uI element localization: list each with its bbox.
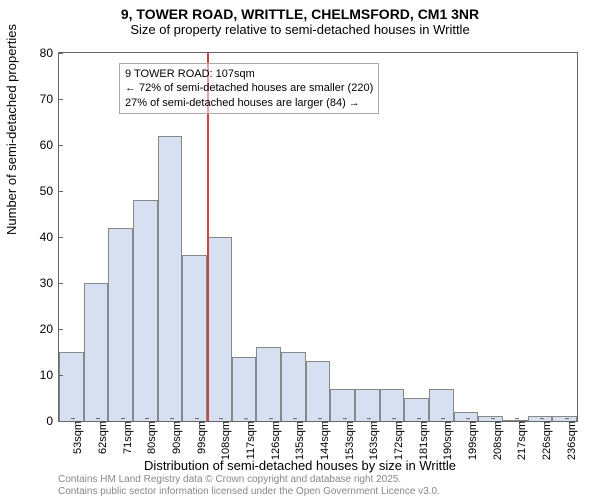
annotation-line1: 9 TOWER ROAD: 107sqm — [125, 67, 373, 81]
annotation-line2: ← 72% of semi-detached houses are smalle… — [125, 81, 373, 95]
x-tick: 153sqm — [341, 421, 356, 460]
histogram-bar — [158, 136, 183, 421]
histogram-bar — [232, 357, 257, 421]
y-tick: 40 — [29, 230, 59, 244]
histogram-bar — [330, 389, 355, 421]
x-tick: 71sqm — [119, 421, 134, 454]
x-axis-label: Distribution of semi-detached houses by … — [0, 458, 600, 473]
x-tick: 181sqm — [415, 421, 430, 460]
histogram-bar — [59, 352, 84, 421]
histogram-bar — [108, 228, 133, 421]
x-tick: 199sqm — [464, 421, 479, 460]
y-tick: 20 — [29, 322, 59, 336]
x-tick: 62sqm — [94, 421, 109, 454]
y-tick: 0 — [29, 414, 59, 428]
y-tick: 60 — [29, 138, 59, 152]
y-tick: 10 — [29, 368, 59, 382]
x-tick: 126sqm — [267, 421, 282, 460]
x-tick: 144sqm — [316, 421, 331, 460]
histogram-bar — [182, 255, 207, 421]
annotation-line3: 27% of semi-detached houses are larger (… — [125, 96, 373, 110]
histogram-bar — [306, 361, 331, 421]
x-tick: 108sqm — [217, 421, 232, 460]
y-tick: 30 — [29, 276, 59, 290]
footer-line1: Contains HM Land Registry data © Crown c… — [58, 474, 440, 486]
x-tick: 80sqm — [143, 421, 158, 454]
x-tick: 226sqm — [538, 421, 553, 460]
x-tick: 172sqm — [390, 421, 405, 460]
y-tick: 50 — [29, 184, 59, 198]
x-tick: 135sqm — [291, 421, 306, 460]
x-tick: 217sqm — [513, 421, 528, 460]
histogram-bar — [256, 347, 281, 421]
x-tick: 90sqm — [168, 421, 183, 454]
footer-line2: Contains public sector information licen… — [58, 486, 440, 498]
x-tick: 236sqm — [563, 421, 578, 460]
histogram-bar — [281, 352, 306, 421]
x-tick: 99sqm — [193, 421, 208, 454]
y-axis-label: Number of semi-detached properties — [4, 24, 19, 235]
footer-attribution: Contains HM Land Registry data © Crown c… — [58, 474, 440, 498]
histogram-bar — [355, 389, 380, 421]
histogram-bar — [429, 389, 454, 421]
y-tick: 70 — [29, 92, 59, 106]
y-tick: 80 — [29, 46, 59, 60]
histogram-bar — [380, 389, 405, 421]
histogram-bar — [207, 237, 232, 421]
x-tick: 208sqm — [489, 421, 504, 460]
histogram-bar — [84, 283, 109, 421]
chart-title: 9, TOWER ROAD, WRITTLE, CHELMSFORD, CM1 … — [0, 0, 600, 22]
chart-subtitle: Size of property relative to semi-detach… — [0, 22, 600, 37]
x-tick: 163sqm — [365, 421, 380, 460]
x-tick: 53sqm — [69, 421, 84, 454]
x-tick: 117sqm — [242, 421, 257, 459]
histogram-bar — [133, 200, 158, 421]
histogram-bar — [454, 412, 479, 421]
plot-area: 01020304050607080 53sqm62sqm71sqm80sqm90… — [58, 52, 578, 422]
x-tick: 190sqm — [439, 421, 454, 460]
annotation-box: 9 TOWER ROAD: 107sqm ← 72% of semi-detac… — [119, 63, 379, 114]
